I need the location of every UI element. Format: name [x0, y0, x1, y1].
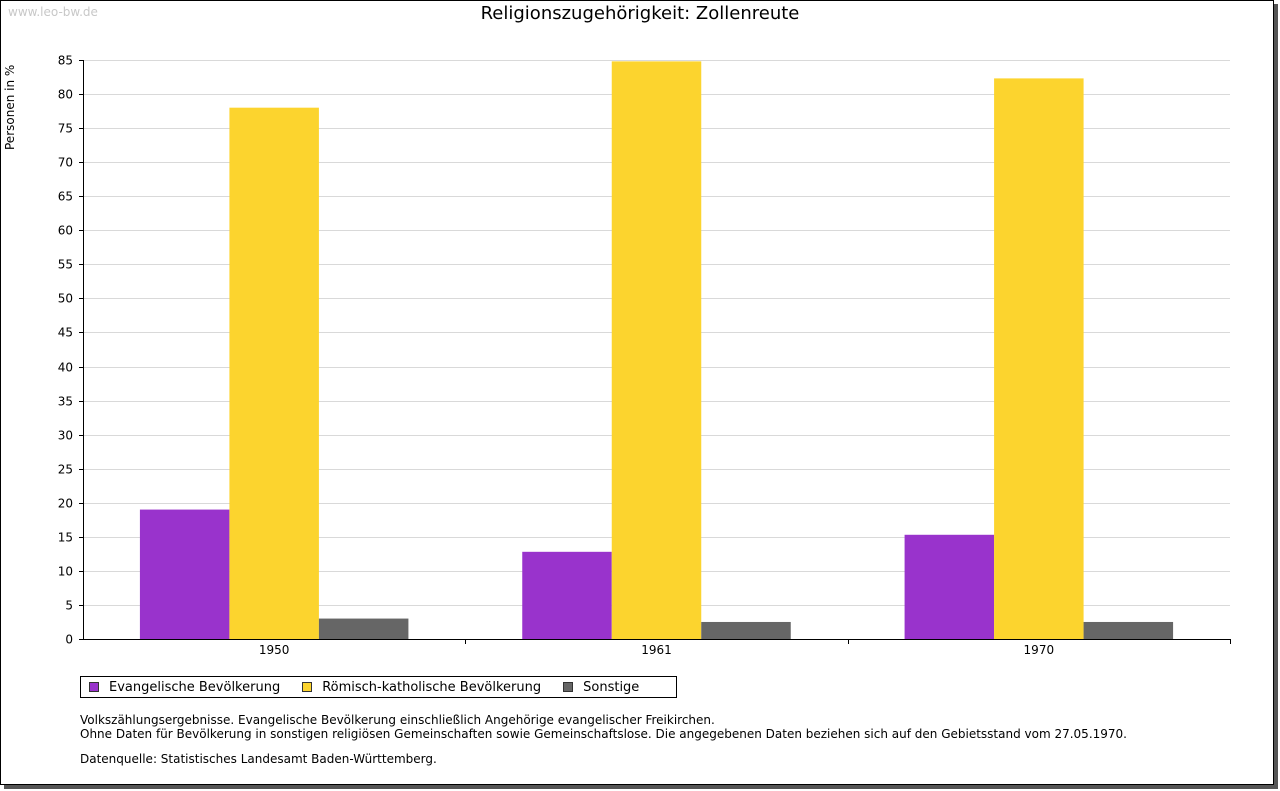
- legend-swatch-katholisch: [302, 682, 313, 692]
- y-tick-label: 10: [58, 565, 73, 579]
- data-source: Datenquelle: Statistisches Landesamt Bad…: [80, 752, 437, 766]
- chart-title: Religionszugehörigkeit: Zollenreute: [480, 3, 800, 24]
- legend-item-katholisch: Römisch-katholische Bevölkerung: [302, 680, 541, 695]
- footnote-line-1: Volkszählungsergebnisse. Evangelische Be…: [80, 713, 715, 727]
- bar-1950-1: [229, 107, 319, 639]
- y-tick-label: 40: [58, 361, 73, 375]
- bar-1970-2: [1083, 621, 1174, 639]
- y-tick-label: 80: [58, 88, 73, 102]
- legend-swatch-sonstige: [563, 682, 574, 692]
- bar-1970-0: [904, 534, 995, 639]
- legend: Evangelische Bevölkerung Römisch-katholi…: [80, 676, 677, 698]
- legend-label-katholisch: Römisch-katholische Bevölkerung: [322, 679, 542, 695]
- y-tick-label: 35: [58, 395, 73, 409]
- y-tick-label: 85: [58, 54, 73, 68]
- y-tick-label: 70: [58, 156, 73, 170]
- bar-1970-1: [994, 78, 1084, 639]
- y-tick-label: 20: [58, 497, 73, 511]
- y-tick-label: 15: [58, 531, 73, 545]
- y-tick-label: 55: [58, 258, 73, 272]
- y-tick-label: 5: [65, 599, 73, 613]
- footnote-line-2: Ohne Daten für Bevölkerung in sonstigen …: [80, 727, 1127, 741]
- footnotes: Volkszählungsergebnisse. Evangelische Be…: [80, 713, 1127, 741]
- x-tick-label: 1961: [641, 643, 672, 657]
- y-tick-label: 50: [58, 292, 73, 306]
- x-tick-label: 1970: [1024, 643, 1055, 657]
- bar-1961-2: [701, 621, 791, 639]
- y-tick-label: 45: [58, 326, 73, 340]
- bar-1961-1: [611, 61, 702, 639]
- y-tick-label: 75: [58, 122, 73, 136]
- legend-item-evangelisch: Evangelische Bevölkerung: [89, 680, 280, 695]
- watermark: www.leo-bw.de: [8, 5, 98, 19]
- bar-1950-2: [318, 618, 409, 639]
- y-tick-label: 25: [58, 463, 73, 477]
- y-tick-label: 65: [58, 190, 73, 204]
- bar-1961-0: [522, 551, 612, 639]
- bar-1950-0: [139, 509, 230, 639]
- y-tick-label: 30: [58, 429, 73, 443]
- legend-swatch-evangelisch: [89, 682, 99, 692]
- y-tick-label: 0: [65, 633, 73, 647]
- legend-label-sonstige: Sonstige: [583, 679, 640, 695]
- legend-item-sonstige: Sonstige: [563, 680, 639, 695]
- x-tick-label: 1950: [259, 643, 290, 657]
- legend-label-evangelisch: Evangelische Bevölkerung: [109, 679, 281, 695]
- y-tick-label: 60: [58, 224, 73, 238]
